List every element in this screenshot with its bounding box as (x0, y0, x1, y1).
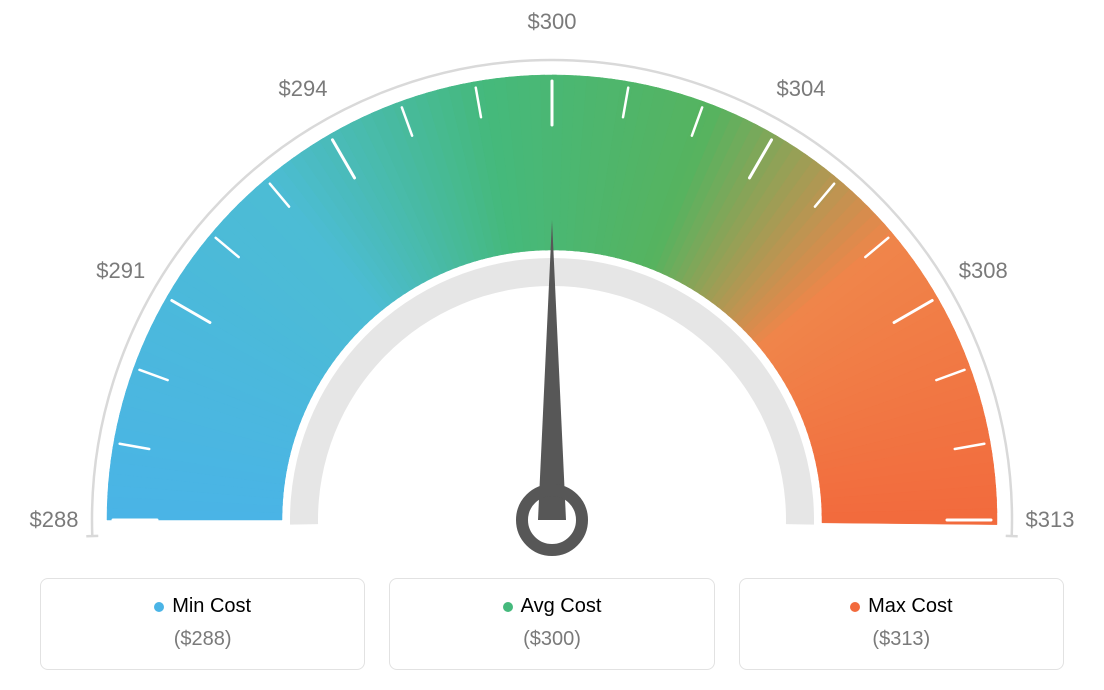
gauge-tick-label: $291 (96, 258, 145, 284)
gauge-tick-label: $304 (777, 76, 826, 102)
gauge-tick-label: $308 (959, 258, 1008, 284)
legend-dot-avg (503, 602, 513, 612)
gauge-tick-label: $300 (528, 9, 577, 35)
legend-value-avg: ($300) (390, 628, 713, 651)
gauge-tick-label: $288 (30, 507, 79, 533)
legend-dot-min (154, 602, 164, 612)
legend-card-min: Min Cost ($288) (40, 578, 365, 670)
legend-card-avg: Avg Cost ($300) (389, 578, 714, 670)
legend-label-max: Max Cost (868, 595, 952, 618)
legend-value-min: ($288) (41, 628, 364, 651)
legend-card-max: Max Cost ($313) (739, 578, 1064, 670)
gauge-tick-label: $294 (279, 76, 328, 102)
legend-row: Min Cost ($288) Avg Cost ($300) Max Cost… (40, 578, 1064, 670)
gauge-tick-label: $313 (1026, 507, 1075, 533)
legend-value-max: ($313) (740, 628, 1063, 651)
legend-dot-max (850, 602, 860, 612)
legend-label-avg: Avg Cost (521, 595, 602, 618)
legend-label-min: Min Cost (172, 595, 251, 618)
gauge-chart: $288 $291 $294 $300 $304 $308 $313 (0, 0, 1104, 560)
